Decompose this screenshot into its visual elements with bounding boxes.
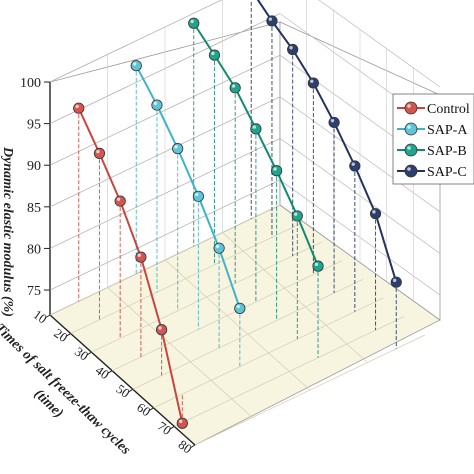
legend-marker-highlight bbox=[407, 167, 411, 171]
z-tick-label: 85 bbox=[27, 201, 41, 216]
marker-highlight bbox=[195, 192, 199, 197]
marker-sap-a bbox=[172, 143, 184, 155]
x-tick bbox=[148, 407, 154, 412]
marker-highlight bbox=[116, 197, 121, 201]
x-axis-line bbox=[49, 314, 196, 446]
marker-highlight bbox=[190, 19, 194, 24]
marker-sap-b bbox=[312, 260, 324, 272]
marker-sap-c bbox=[390, 276, 402, 288]
marker-control bbox=[135, 251, 147, 263]
marker-sap-c bbox=[307, 77, 319, 89]
legend-marker-highlight bbox=[407, 146, 411, 150]
marker-sap-b bbox=[208, 49, 221, 61]
marker-highlight bbox=[153, 101, 158, 105]
marker-highlight bbox=[236, 304, 240, 309]
series-markers bbox=[73, 15, 402, 429]
marker-highlight bbox=[294, 212, 298, 216]
marker-sap-a bbox=[192, 190, 204, 202]
marker-sap-b bbox=[229, 82, 241, 94]
legend: Control SAP-A SAP-B SAP-C bbox=[392, 93, 474, 185]
marker-highlight bbox=[289, 46, 293, 50]
marker-sap-c bbox=[349, 160, 361, 172]
z-tick-label: 80 bbox=[27, 242, 41, 257]
legend-marker-control bbox=[404, 101, 418, 115]
z-tick-label: 75 bbox=[27, 284, 41, 299]
marker-highlight bbox=[137, 253, 141, 258]
z-tick-label: 95 bbox=[27, 118, 41, 133]
marker-control bbox=[156, 324, 168, 336]
marker-highlight bbox=[372, 210, 376, 214]
marker-highlight bbox=[314, 262, 319, 267]
marker-sap-a bbox=[234, 302, 246, 314]
x-tick-label: 10 bbox=[31, 307, 50, 327]
marker-highlight bbox=[132, 62, 137, 66]
legend-marker-highlight bbox=[407, 125, 411, 129]
legend-marker-highlight bbox=[407, 104, 411, 108]
x-tick bbox=[65, 333, 71, 338]
marker-control bbox=[114, 195, 126, 207]
x-tick bbox=[189, 444, 196, 449]
marker-highlight bbox=[211, 51, 215, 56]
x-tick bbox=[106, 370, 113, 375]
z-tick-label: 90 bbox=[27, 159, 41, 174]
marker-control bbox=[176, 417, 188, 429]
marker-highlight bbox=[174, 145, 178, 149]
x-tick bbox=[169, 425, 175, 430]
legend-marker-sap-a bbox=[404, 122, 418, 136]
drop-lines bbox=[78, 0, 397, 424]
marker-highlight bbox=[268, 17, 273, 21]
x-tick bbox=[86, 351, 92, 356]
marker-sap-c bbox=[266, 15, 278, 27]
series-line-sap-c bbox=[256, 0, 398, 283]
floor-grid-line bbox=[164, 259, 311, 391]
marker-highlight bbox=[179, 419, 183, 424]
marker-highlight bbox=[158, 326, 162, 330]
floor-grid bbox=[44, 204, 426, 449]
marker-highlight bbox=[96, 149, 100, 154]
marker-sap-b bbox=[250, 123, 262, 135]
legend-label-sap-b: SAP-B bbox=[427, 144, 467, 159]
marker-sap-a bbox=[213, 242, 225, 254]
marker-sap-a bbox=[130, 60, 142, 72]
marker-highlight bbox=[231, 84, 236, 88]
x-tick bbox=[44, 314, 51, 319]
legend-label-control: Control bbox=[427, 102, 470, 117]
floor-grid-line bbox=[222, 232, 368, 363]
marker-sap-c bbox=[369, 208, 382, 220]
marker-highlight bbox=[273, 167, 277, 171]
marker-highlight bbox=[75, 104, 79, 109]
marker-control bbox=[93, 147, 106, 159]
marker-sap-c bbox=[328, 116, 340, 129]
marker-highlight bbox=[330, 118, 335, 123]
marker-highlight bbox=[252, 125, 256, 129]
x-tick bbox=[127, 388, 134, 393]
marker-sap-a bbox=[151, 99, 163, 111]
marker-sap-c bbox=[287, 43, 299, 56]
legend-marker-sap-c bbox=[404, 164, 418, 178]
marker-control bbox=[73, 102, 85, 114]
marker-sap-b bbox=[188, 17, 200, 29]
marker-highlight bbox=[351, 162, 355, 166]
z-tick-labels: 75 80 85 90 95 100 bbox=[20, 76, 41, 299]
legend-marker-sap-b bbox=[404, 143, 418, 157]
marker-sap-b bbox=[291, 210, 303, 222]
floor-grid-line bbox=[107, 287, 253, 418]
legend-label-sap-c: SAP-C bbox=[427, 165, 467, 180]
series-line-sap-a bbox=[135, 65, 241, 309]
z-tick-label: 100 bbox=[20, 76, 41, 91]
z-axis-title: Dynamic elastic modulus (%) bbox=[0, 146, 15, 317]
legend-label-sap-a: SAP-A bbox=[427, 123, 468, 138]
series-line-control bbox=[77, 107, 184, 424]
marker-highlight bbox=[215, 244, 220, 249]
marker-highlight bbox=[310, 79, 314, 83]
marker-sap-b bbox=[271, 165, 283, 177]
marker-highlight bbox=[392, 278, 397, 283]
